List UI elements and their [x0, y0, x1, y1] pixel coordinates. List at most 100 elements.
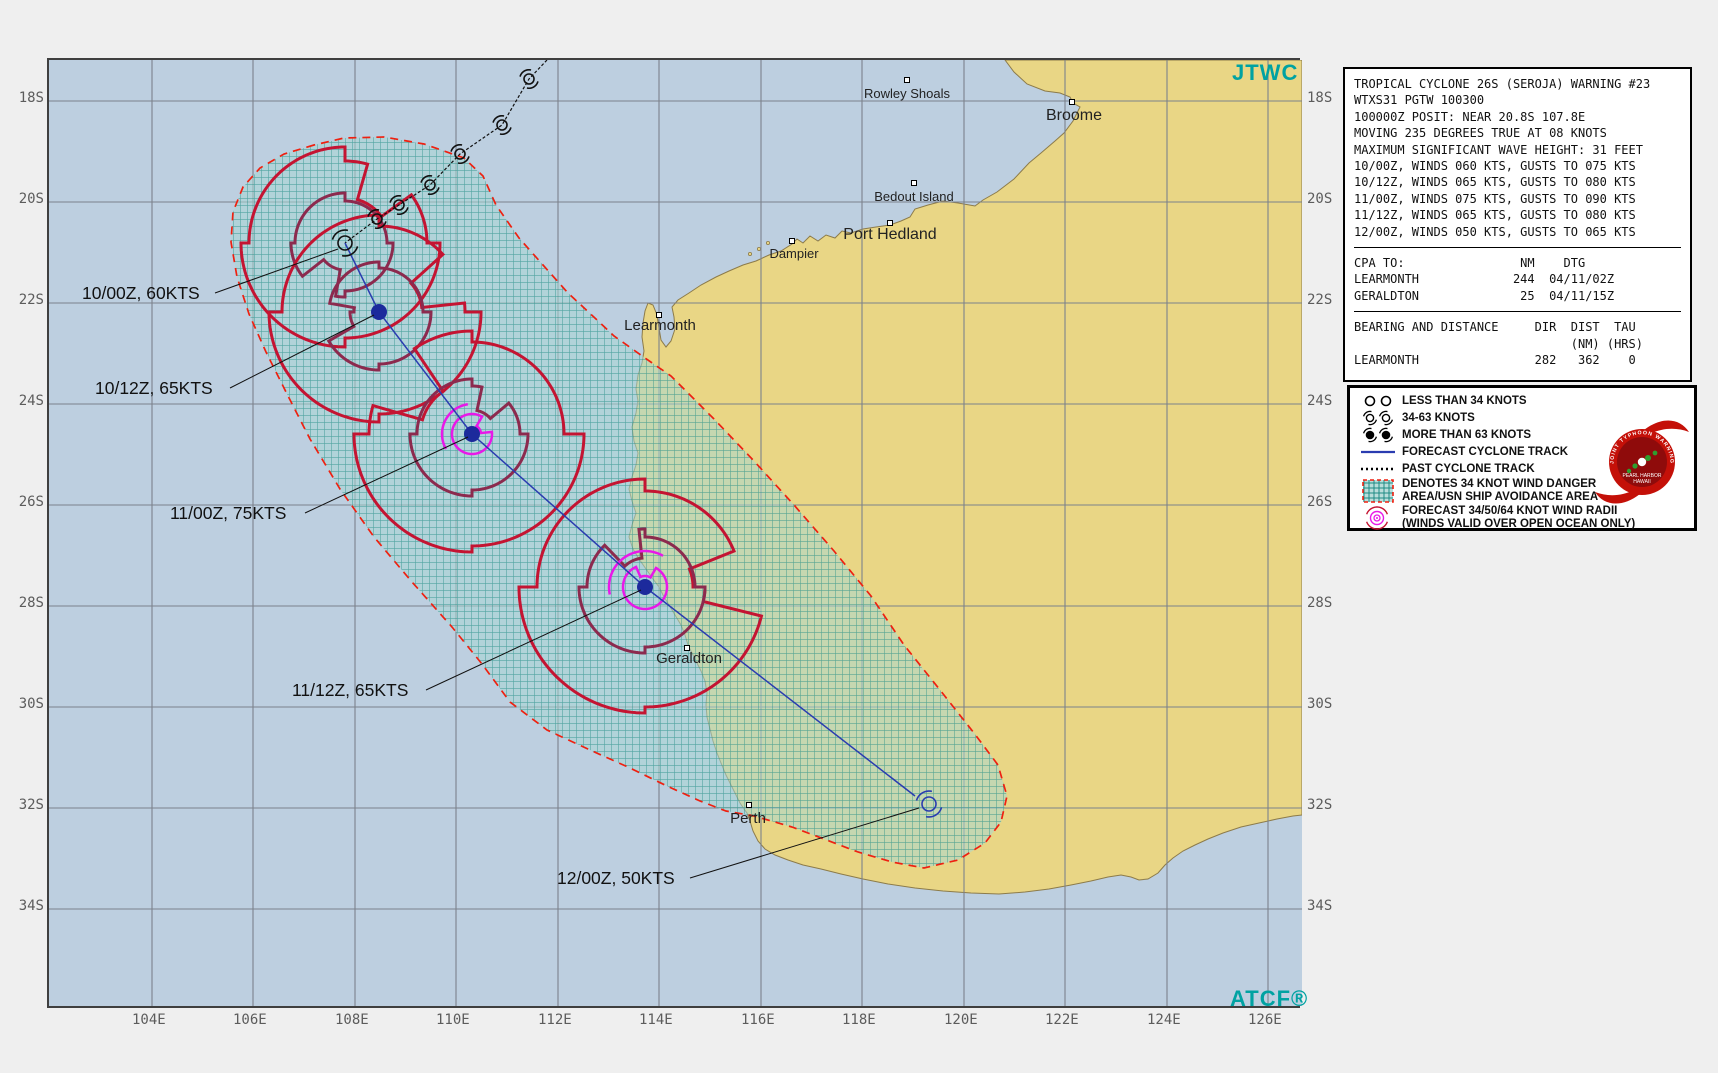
legend-item: DENOTES 34 KNOT WIND DANGER AREA/USN SHI… — [1356, 478, 1690, 504]
info-line: LEARMONTH 282 362 0 — [1354, 353, 1636, 368]
axis-tick-label: 28S — [1307, 595, 1333, 611]
legend-item: MORE THAN 63 KNOTS — [1356, 427, 1690, 443]
legend-item-label: FORECAST 34/50/64 KNOT WIND RADII (WINDS… — [1402, 505, 1636, 530]
city-marker: Learmonth — [624, 312, 696, 334]
info-line: (NM) (HRS) — [1354, 336, 1643, 351]
city-label: Learmonth — [624, 317, 696, 334]
legend-item-label: DENOTES 34 KNOT WIND DANGER AREA/USN SHI… — [1402, 478, 1599, 503]
legend-item-label: LESS THAN 34 KNOTS — [1402, 394, 1527, 407]
svg-text:HAWAII: HAWAII — [1633, 479, 1650, 485]
info-line: GERALDTON 25 04/11/15Z — [1354, 288, 1615, 303]
city-marker: Dampier — [769, 238, 819, 261]
legend-icon-cell — [1356, 393, 1402, 409]
axis-tick-label: 114E — [639, 1012, 673, 1028]
jtwc-watermark: JTWC — [1232, 60, 1299, 85]
cyclone-symbol — [915, 790, 943, 818]
cyclone-symbol — [331, 229, 359, 257]
legend-panel: LESS THAN 34 KNOTS 34-63 KNOTS MORE THAN 6… — [1347, 385, 1697, 531]
fix-label: 10/00Z, 60KTS — [82, 283, 200, 303]
warning-info-panel: TROPICAL CYCLONE 26S (SEROJA) WARNING #2… — [1343, 67, 1692, 382]
cyclone-symbol — [492, 114, 512, 136]
axis-tick-label: 34S — [18, 898, 44, 914]
legend-item-label: PAST CYCLONE TRACK — [1402, 462, 1535, 475]
wind-danger-area — [230, 136, 1008, 869]
info-divider — [1354, 247, 1681, 249]
info-line: 10/12Z, WINDS 065 KTS, GUSTS TO 080 KTS — [1354, 175, 1636, 190]
info-divider — [1354, 311, 1681, 313]
legend-icon-cell — [1356, 444, 1402, 460]
map-canvas: 10/00Z, 60KTS 10/12Z, 65KTS 11/00Z, 75KTS 1… — [49, 60, 1302, 1006]
axis-tick-label: 34S — [1307, 898, 1333, 914]
legend-item: 34-63 KNOTS — [1356, 410, 1690, 426]
legend-item-label: MORE THAN 63 KNOTS — [1402, 428, 1532, 441]
city-markers: Rowley Shoals Broome Bedout Island Port Hed… — [624, 77, 1102, 827]
map-frame: 10/00Z, 60KTS 10/12Z, 65KTS 11/00Z, 75KTS 1… — [47, 58, 1302, 1008]
fix-label: 12/00Z, 50KTS — [557, 868, 675, 888]
info-line: WTXS31 PGTW 100300 — [1354, 93, 1485, 108]
axis-tick-label: 112E — [538, 1012, 572, 1028]
info-line: MOVING 235 DEGREES TRUE AT 08 KNOTS — [1354, 126, 1607, 141]
info-line: 12/00Z, WINDS 050 KTS, GUSTS TO 065 KTS — [1354, 224, 1636, 239]
axis-tick-label: 32S — [1307, 797, 1333, 813]
city-label: Port Hedland — [843, 226, 936, 243]
axis-tick-label: 18S — [18, 90, 44, 106]
forecast-wind-radii — [239, 145, 764, 715]
axis-tick-label: 120E — [944, 1012, 978, 1028]
axis-tick-label: 104E — [132, 1012, 166, 1028]
legend-item: FORECAST CYCLONE TRACK — [1356, 444, 1690, 460]
city-marker: Port Hedland — [843, 220, 937, 243]
axis-tick-label: 124E — [1147, 1012, 1181, 1028]
city-label: Geraldton — [656, 650, 722, 667]
axis-tick-label: 108E — [335, 1012, 369, 1028]
legend-item: FORECAST 34/50/64 KNOT WIND RADII (WINDS… — [1356, 505, 1690, 531]
info-line: BEARING AND DISTANCE DIR DIST TAU — [1354, 320, 1636, 335]
axis-tick-label: 22S — [1307, 292, 1333, 308]
cyclone-symbol — [389, 194, 409, 216]
axis-tick-label: 122E — [1045, 1012, 1079, 1028]
legend-item-label: FORECAST CYCLONE TRACK — [1402, 445, 1569, 458]
legend-item-label: 34-63 KNOTS — [1402, 411, 1475, 424]
info-line: 10/00Z, WINDS 060 KTS, GUSTS TO 075 KTS — [1354, 159, 1636, 174]
cyclone-symbol — [420, 174, 440, 196]
axis-tick-label: 20S — [18, 191, 44, 207]
city-marker: Rowley Shoals — [864, 77, 950, 101]
axis-tick-label: 20S — [1307, 191, 1333, 207]
axis-tick-label: 26S — [1307, 494, 1333, 510]
forecast-positions — [331, 229, 943, 818]
info-line: CPA TO: NM DTG — [1354, 256, 1586, 271]
axis-tick-label: 22S — [18, 292, 44, 308]
legend-icon-cell — [1356, 427, 1402, 443]
lt34-icon — [1364, 395, 1392, 407]
info-line: TROPICAL CYCLONE 26S (SEROJA) WARNING #2… — [1354, 77, 1651, 91]
axis-tick-label: 26S — [18, 494, 44, 510]
legend-item: LESS THAN 34 KNOTS — [1356, 393, 1690, 409]
legend-icon-cell — [1356, 505, 1402, 531]
forecast-track-icon — [1361, 450, 1395, 454]
atcf-watermark: ATCF® — [1230, 986, 1309, 1011]
legend-icon-cell — [1356, 461, 1402, 477]
forecast-labels: 10/00Z, 60KTS 10/12Z, 65KTS 11/00Z, 75KTS 1… — [82, 248, 920, 888]
axis-tick-label: 110E — [436, 1012, 470, 1028]
info-line: 11/00Z, WINDS 075 KTS, GUSTS TO 090 KTS — [1354, 191, 1636, 206]
legend-icon-cell — [1356, 410, 1402, 426]
wind-radii-icon — [1366, 506, 1388, 530]
wind-radii-set — [352, 329, 586, 554]
city-label: Perth — [730, 810, 766, 827]
city-label: Dampier — [769, 246, 819, 261]
legend-item: PAST CYCLONE TRACK — [1356, 461, 1690, 477]
city-marker: Broome — [1046, 99, 1102, 124]
gt63-icon — [1363, 427, 1393, 443]
city-label: Broome — [1046, 107, 1102, 124]
fix-label: 10/12Z, 65KTS — [95, 378, 213, 398]
axis-tick-label: 118E — [842, 1012, 876, 1028]
axis-tick-label: 32S — [18, 797, 44, 813]
city-label: Bedout Island — [874, 189, 954, 204]
svg-text:PEARL HARBOR: PEARL HARBOR — [1623, 473, 1662, 479]
danger-area-icon — [1362, 479, 1394, 503]
axis-tick-label: 24S — [1307, 393, 1333, 409]
city-marker: Bedout Island — [874, 180, 954, 204]
city-marker: Perth — [730, 802, 766, 827]
axis-tick-label: 18S — [1307, 90, 1333, 106]
wind-radii-set — [517, 477, 764, 715]
